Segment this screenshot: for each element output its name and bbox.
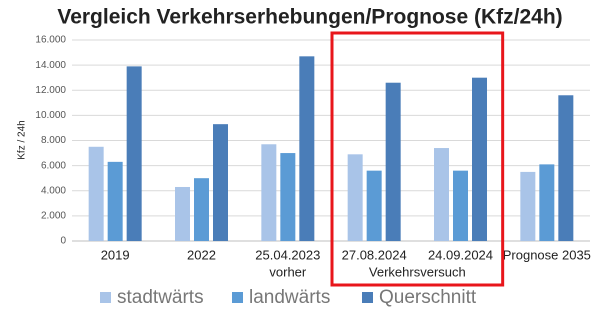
x-tick-label: 27.08.2024 (342, 247, 407, 262)
y-tick-label: 12.000 (35, 85, 66, 96)
highlight-box (330, 31, 505, 287)
bar (539, 164, 555, 241)
bar (472, 77, 487, 241)
bar (299, 56, 315, 241)
x-tick-label: 2019 (101, 247, 130, 262)
category-annotation: Verkehrsversuch (369, 264, 466, 279)
bar (453, 170, 468, 241)
x-tick-label: Prognose 2035 (503, 247, 591, 262)
bar (434, 148, 449, 241)
y-tick-label: 0 (60, 236, 66, 247)
y-tick-label: 10.000 (35, 110, 66, 121)
bar (385, 82, 401, 242)
bar (261, 144, 277, 241)
y-tick-label: 16.000 (35, 35, 66, 46)
legend-label: stadtwärts (117, 287, 204, 308)
legend-label: landwärts (249, 287, 330, 308)
y-tick-label: 8.000 (41, 135, 66, 146)
legend-swatch (362, 292, 373, 303)
category-annotation: vorher (269, 264, 307, 279)
y-axis-label: Kfz / 24h (17, 120, 28, 159)
bar (366, 170, 382, 241)
x-tick-label: 2022 (187, 247, 216, 262)
bar (280, 153, 296, 241)
bar (88, 146, 104, 241)
legend-swatch (232, 292, 243, 303)
bar (520, 171, 536, 241)
x-tick-label: 24.09.2024 (428, 247, 493, 262)
bar (558, 95, 574, 242)
y-tick-label: 2.000 (41, 211, 66, 222)
bar (194, 178, 209, 241)
bar (175, 186, 190, 241)
chart-title: Vergleich Verkehrserhebungen/Prognose (K… (57, 6, 562, 29)
y-tick-label: 6.000 (41, 160, 66, 171)
legend-label: Querschnitt (379, 287, 477, 308)
legend-swatch (100, 292, 111, 303)
y-tick-label: 14.000 (35, 60, 66, 71)
bar (347, 154, 363, 241)
bar (126, 66, 142, 241)
bar (107, 161, 123, 241)
x-tick-label: 25.04.2023 (255, 247, 320, 262)
bar (213, 124, 228, 241)
y-tick-label: 4.000 (41, 185, 66, 196)
